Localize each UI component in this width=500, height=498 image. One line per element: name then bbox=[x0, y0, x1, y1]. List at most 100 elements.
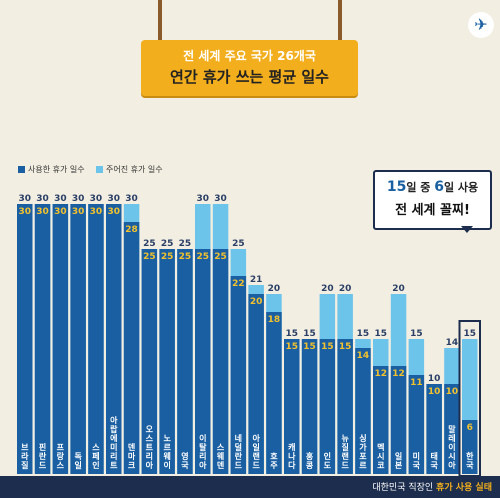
data-label-given: 30 bbox=[107, 194, 120, 204]
bar-used bbox=[212, 249, 229, 474]
data-label-used: 15 bbox=[339, 342, 352, 352]
data-label-used: 30 bbox=[72, 207, 85, 217]
bar-used bbox=[106, 204, 122, 474]
data-label-used: 18 bbox=[268, 315, 281, 325]
data-label-given: 30 bbox=[72, 194, 85, 204]
data-label-used: 15 bbox=[285, 342, 298, 352]
bar-used bbox=[319, 339, 336, 474]
data-label-used: 30 bbox=[18, 207, 31, 217]
footer-text: 대한민국 직장인 휴가 사용 실태 bbox=[372, 480, 492, 493]
data-label-given: 30 bbox=[125, 194, 138, 204]
bar-used bbox=[34, 204, 51, 474]
callout-text-a: 일 중 bbox=[406, 181, 435, 194]
legend-given: 주어진 휴가 일수 bbox=[96, 164, 163, 175]
callout-given-value: 15 bbox=[386, 179, 407, 195]
bar-used bbox=[390, 366, 407, 474]
bar-used bbox=[195, 249, 211, 474]
bar-used bbox=[248, 294, 264, 474]
sign-rope-right bbox=[338, 0, 342, 48]
data-label-given: 25 bbox=[161, 239, 174, 249]
data-label-given: 14 bbox=[446, 338, 459, 348]
legend-given-label: 주어진 휴가 일수 bbox=[106, 165, 163, 174]
data-label-given: 15 bbox=[374, 329, 387, 339]
bar-used bbox=[159, 249, 175, 474]
data-label-given: 20 bbox=[392, 284, 405, 294]
footer-prefix: 대한민국 직장인 bbox=[372, 483, 437, 493]
data-label-used: 30 bbox=[54, 207, 67, 217]
data-label-used: 14 bbox=[357, 351, 370, 361]
data-label-given: 20 bbox=[339, 284, 352, 294]
data-label-used: 22 bbox=[232, 279, 245, 289]
bar-used bbox=[355, 348, 371, 474]
callout-tail bbox=[461, 226, 473, 233]
data-label-given: 21 bbox=[250, 275, 263, 285]
data-label-used: 15 bbox=[321, 342, 334, 352]
legend-given-swatch bbox=[96, 166, 103, 173]
bar-used bbox=[301, 339, 318, 474]
data-label-used: 20 bbox=[250, 297, 263, 307]
data-label-used: 10 bbox=[446, 387, 459, 397]
bar-used bbox=[337, 339, 353, 474]
callout-line2: 전 세계 꼴찌! bbox=[395, 203, 470, 218]
bar-used bbox=[123, 222, 140, 474]
bar-used bbox=[141, 249, 158, 474]
bar-used bbox=[426, 384, 442, 474]
data-label-used: 15 bbox=[303, 342, 316, 352]
bar-used bbox=[373, 366, 389, 474]
data-label-given: 30 bbox=[196, 194, 209, 204]
callout-used-value: 6 bbox=[434, 179, 444, 195]
data-label-given: 30 bbox=[36, 194, 49, 204]
data-label-given: 30 bbox=[214, 194, 227, 204]
data-label-used: 25 bbox=[196, 252, 209, 262]
footer-highlight: 휴가 사용 실태 bbox=[436, 483, 492, 493]
sign-rope-left bbox=[158, 0, 162, 48]
data-label-used: 12 bbox=[374, 369, 387, 379]
data-label-given: 15 bbox=[285, 329, 298, 339]
data-label-used: 30 bbox=[90, 207, 103, 217]
data-label-used: 10 bbox=[428, 387, 441, 397]
data-label-given: 15 bbox=[463, 329, 476, 339]
data-label-given: 30 bbox=[90, 194, 103, 204]
data-label-given: 15 bbox=[410, 329, 423, 339]
footer-bar: 대한민국 직장인 휴가 사용 실태 bbox=[0, 476, 500, 498]
data-label-given: 25 bbox=[232, 239, 245, 249]
data-label-used: 30 bbox=[36, 207, 49, 217]
data-label-given: 20 bbox=[321, 284, 334, 294]
chart-subtitle: 전 세계 주요 국가 26개국 bbox=[183, 49, 316, 63]
data-label-given: 30 bbox=[54, 194, 67, 204]
data-label-given: 25 bbox=[179, 239, 192, 249]
bar-used bbox=[284, 339, 300, 474]
bar-used bbox=[70, 204, 86, 474]
title-sign: 전 세계 주요 국가 26개국 연간 휴가 쓰는 평균 일수 bbox=[141, 40, 358, 96]
bar-used bbox=[52, 204, 69, 474]
data-label-used: 12 bbox=[392, 369, 405, 379]
legend-used-swatch bbox=[18, 166, 25, 173]
legend-used: 사용한 휴가 일수 bbox=[18, 164, 85, 175]
data-label-used: 25 bbox=[161, 252, 174, 262]
airplane-icon: ✈ bbox=[468, 12, 494, 38]
bar-used bbox=[444, 384, 460, 474]
data-label-used: 25 bbox=[214, 252, 227, 262]
data-label-given: 20 bbox=[268, 284, 281, 294]
